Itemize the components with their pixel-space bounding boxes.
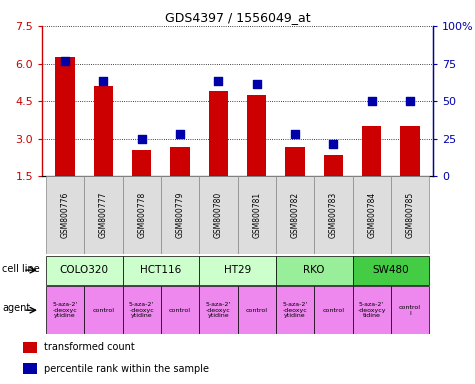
Bar [199, 286, 238, 334]
Text: GSM800782: GSM800782 [291, 192, 300, 238]
Text: 5-aza-2'
-deoxyc
ytidine: 5-aza-2' -deoxyc ytidine [52, 302, 77, 318]
Point [406, 98, 414, 104]
Bar [46, 256, 123, 285]
Point [215, 78, 222, 84]
Text: GSM800784: GSM800784 [367, 192, 376, 238]
Text: GSM800776: GSM800776 [60, 192, 69, 238]
Bar [276, 176, 314, 254]
Point [176, 131, 184, 137]
Text: control: control [323, 308, 344, 313]
Point [291, 131, 299, 137]
Text: COLO320: COLO320 [60, 265, 109, 275]
Bar [199, 176, 238, 254]
Text: control: control [169, 308, 191, 313]
Text: percentile rank within the sample: percentile rank within the sample [45, 364, 209, 374]
Text: agent: agent [2, 303, 30, 313]
Bar [123, 286, 161, 334]
Bar [23, 363, 38, 374]
Point [253, 81, 260, 87]
Bar [94, 86, 113, 176]
Bar [314, 286, 352, 334]
Text: RKO: RKO [304, 265, 325, 275]
Bar [209, 91, 228, 176]
Text: 5-aza-2'
-deoxyc
ytidine: 5-aza-2' -deoxyc ytidine [129, 302, 154, 318]
Text: control: control [246, 308, 268, 313]
Bar [56, 58, 75, 176]
Text: GSM800778: GSM800778 [137, 192, 146, 238]
Text: GSM800781: GSM800781 [252, 192, 261, 238]
Bar [123, 256, 199, 285]
Bar [46, 286, 84, 334]
Bar [123, 176, 161, 254]
Bar [161, 176, 199, 254]
Bar [352, 286, 391, 334]
Bar [400, 126, 419, 176]
Bar [276, 256, 352, 285]
Text: HCT116: HCT116 [140, 265, 181, 275]
Bar [84, 286, 123, 334]
Bar [391, 176, 429, 254]
Bar [171, 147, 190, 176]
Point [138, 136, 145, 142]
Text: SW480: SW480 [372, 265, 409, 275]
Text: transformed count: transformed count [45, 342, 135, 352]
Bar [23, 341, 38, 353]
Bar [324, 155, 343, 176]
Point [100, 78, 107, 84]
Bar [161, 286, 199, 334]
Text: control
l: control l [399, 305, 421, 316]
Bar [276, 286, 314, 334]
Text: 5-aza-2'
-deoxyc
ytidine: 5-aza-2' -deoxyc ytidine [206, 302, 231, 318]
Bar [314, 176, 352, 254]
Text: control: control [92, 308, 114, 313]
Bar [285, 147, 304, 176]
Bar [238, 286, 276, 334]
Bar [352, 256, 429, 285]
Text: cell line: cell line [2, 263, 40, 273]
Bar [238, 176, 276, 254]
Text: 5-aza-2'
-deoxycy
tidine: 5-aza-2' -deoxycy tidine [357, 302, 386, 318]
Bar [132, 150, 151, 176]
Bar [352, 176, 391, 254]
Text: GSM800785: GSM800785 [406, 192, 415, 238]
Point [330, 141, 337, 147]
Bar [391, 286, 429, 334]
Text: GSM800779: GSM800779 [175, 192, 184, 238]
Point [368, 98, 375, 104]
Text: GSM800777: GSM800777 [99, 192, 108, 238]
Point [61, 58, 69, 64]
Bar [46, 176, 84, 254]
Bar [199, 256, 276, 285]
Bar [247, 95, 266, 176]
Text: GSM800780: GSM800780 [214, 192, 223, 238]
Bar [84, 176, 123, 254]
Title: GDS4397 / 1556049_at: GDS4397 / 1556049_at [165, 11, 310, 23]
Text: 5-aza-2'
-deoxyc
ytidine: 5-aza-2' -deoxyc ytidine [282, 302, 308, 318]
Text: HT29: HT29 [224, 265, 251, 275]
Bar [362, 126, 381, 176]
Text: GSM800783: GSM800783 [329, 192, 338, 238]
